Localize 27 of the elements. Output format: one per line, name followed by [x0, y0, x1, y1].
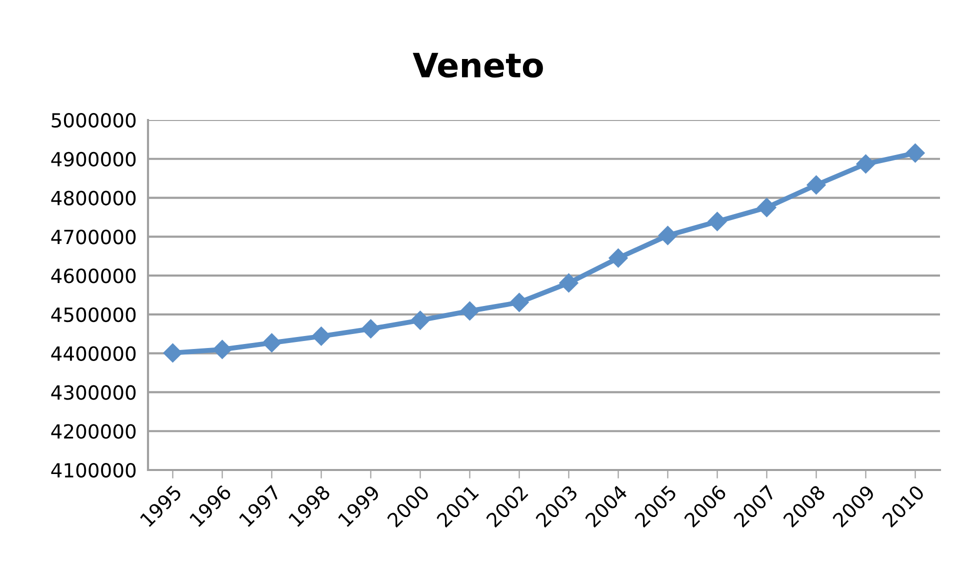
point	[559, 273, 578, 292]
point	[312, 326, 331, 346]
point	[757, 198, 776, 218]
point	[410, 310, 430, 330]
point	[361, 319, 380, 338]
y-tick-label: 4600000	[51, 268, 136, 284]
point	[856, 154, 876, 174]
point	[708, 212, 727, 232]
point	[163, 343, 182, 362]
y-tick-label: 4200000	[51, 424, 136, 439]
y-tick-label: 4700000	[51, 230, 136, 244]
point	[460, 301, 480, 320]
point	[262, 333, 282, 352]
y-tick-label: 5000000	[52, 112, 136, 128]
y-tick-label: 4300000	[51, 385, 136, 400]
point	[212, 340, 232, 359]
y-tick-label: 4400000	[51, 346, 136, 361]
y-tick-label: 4900000	[51, 152, 136, 167]
y-tick-label: 4500000	[51, 307, 136, 322]
point	[906, 144, 925, 163]
point	[608, 248, 628, 268]
chart-title: Veneto	[412, 52, 543, 78]
point	[510, 292, 529, 312]
y-tick-label: 4100000	[51, 462, 136, 478]
point	[658, 226, 678, 246]
y-tick-label: 4800000	[51, 190, 136, 206]
point	[806, 175, 826, 194]
